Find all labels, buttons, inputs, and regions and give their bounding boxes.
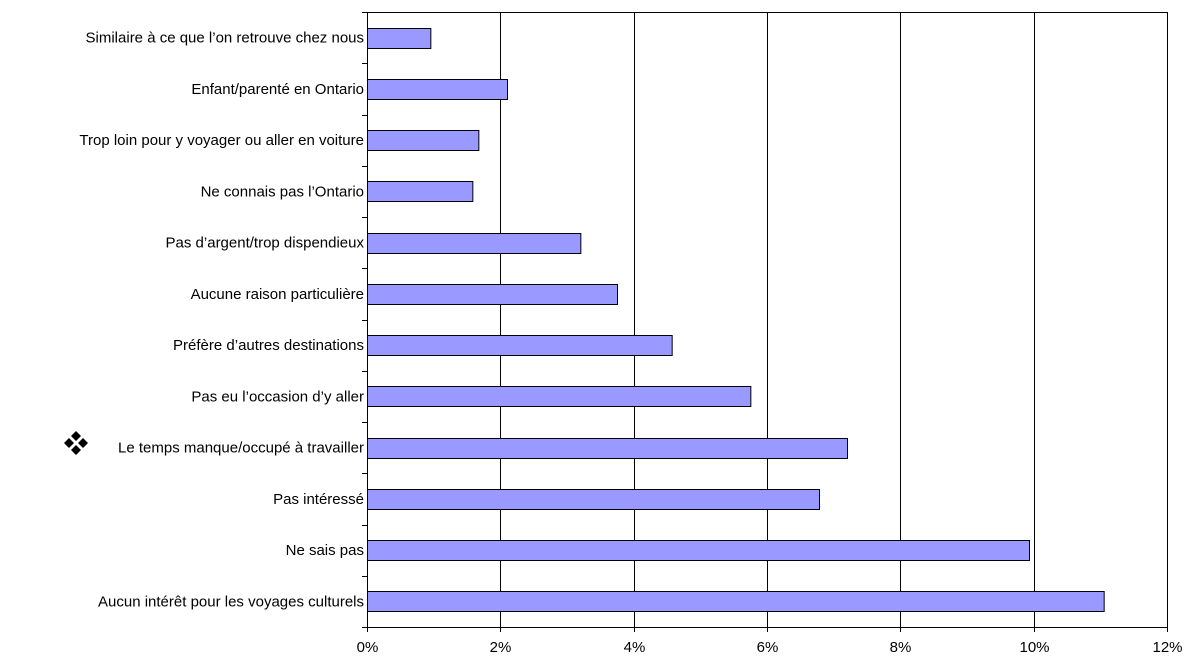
axes [362, 12, 1168, 632]
bar [367, 233, 582, 254]
bar [367, 489, 820, 510]
category-label: Le temps manque/occupé à travailler [118, 440, 364, 457]
bar [367, 79, 508, 100]
bar [367, 591, 1105, 612]
bar [367, 540, 1030, 561]
bar [367, 130, 480, 151]
gridlines [367, 12, 1168, 627]
bar [367, 181, 474, 202]
x-tick-label: 8% [890, 639, 912, 656]
bars [367, 28, 1105, 612]
category-label: Pas intéressé [273, 491, 364, 508]
category-label: Similaire à ce que l’on retrouve chez no… [86, 30, 364, 47]
bar [367, 335, 673, 356]
cursor-marker [64, 431, 88, 455]
x-tick-label: 4% [624, 639, 646, 656]
bar [367, 284, 618, 305]
move-cursor-icon [64, 431, 88, 455]
x-tick-label: 2% [490, 639, 512, 656]
category-labels: Similaire à ce que l’on retrouve chez no… [79, 30, 364, 611]
x-tick-label: 10% [1019, 639, 1049, 656]
x-tick-label: 0% [357, 639, 379, 656]
x-tick-label: 12% [1152, 639, 1182, 656]
bar [367, 28, 432, 49]
category-label: Aucune raison particulière [191, 286, 364, 303]
category-label: Aucun intérêt pour les voyages culturels [98, 593, 364, 610]
category-label: Préfère d’autres destinations [173, 337, 364, 354]
category-label: Enfant/parenté en Ontario [191, 81, 364, 98]
category-label: Pas eu l’occasion d’y aller [191, 388, 364, 405]
x-tick-labels: 0% 2% 4% 6% 8% 10% 12% [357, 639, 1183, 656]
bar [367, 438, 848, 459]
bar [367, 386, 752, 407]
category-label: Trop loin pour y voyager ou aller en voi… [79, 132, 364, 149]
category-label: Ne connais pas l’Ontario [201, 183, 364, 200]
x-tick-label: 6% [757, 639, 779, 656]
category-label: Ne sais pas [286, 542, 364, 559]
category-label: Pas d’argent/trop dispendieux [166, 235, 365, 252]
